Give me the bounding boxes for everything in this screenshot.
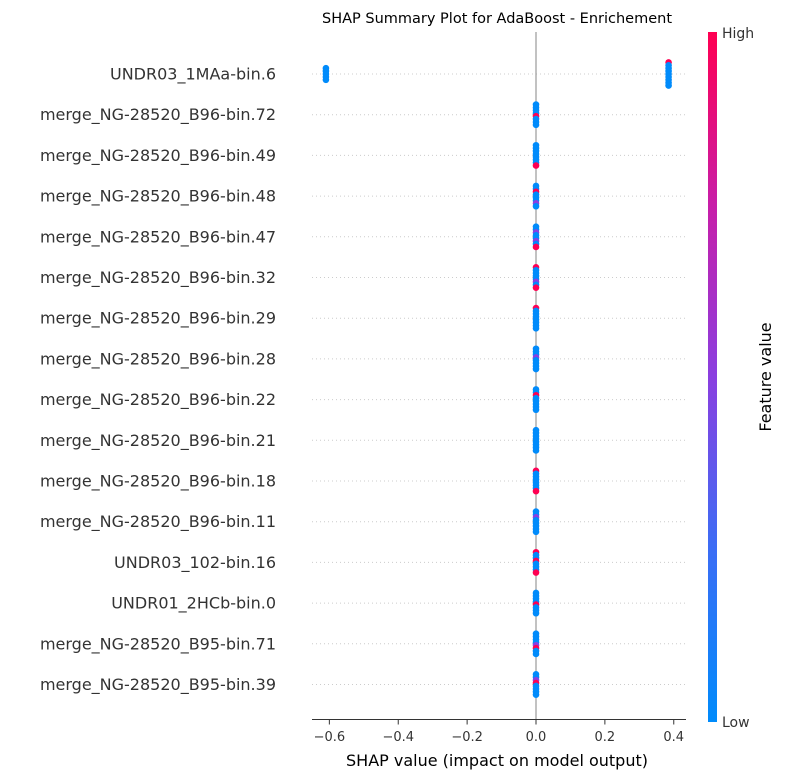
shap-point [532, 691, 540, 698]
row-guides [312, 32, 686, 719]
shap-point [532, 650, 540, 658]
feature-label: merge_NG-28520_B96-bin.32 [40, 268, 276, 288]
shap-point [532, 243, 540, 251]
shap-point [532, 202, 540, 210]
shap-point [532, 284, 540, 291]
feature-label: merge_NG-28520_B96-bin.28 [40, 349, 276, 369]
shap-point [532, 487, 540, 495]
x-tick-label: 0.2 [595, 730, 616, 745]
feature-label: merge_NG-28520_B96-bin.48 [40, 187, 276, 207]
x-tick-label: −0.2 [451, 730, 483, 745]
feature-label: merge_NG-28520_B96-bin.72 [40, 105, 276, 125]
shap-point [532, 406, 540, 414]
shap-point [532, 365, 540, 373]
shap-point [532, 528, 540, 536]
x-tick-label: −0.6 [314, 730, 346, 745]
colorbar-title: Feature value [756, 322, 775, 431]
shap-point [532, 609, 540, 617]
shap-point [322, 76, 330, 84]
x-tick-label: −0.4 [382, 730, 414, 745]
shap-points [322, 59, 672, 698]
feature-label: UNDR01_2HCb-bin.0 [111, 594, 276, 614]
colorbar-high-label: High [722, 26, 754, 42]
colorbar: High Low Feature value [708, 26, 775, 731]
feature-label: merge_NG-28520_B95-bin.39 [40, 675, 276, 695]
x-axis-title: SHAP value (impact on model output) [346, 751, 648, 770]
feature-label: merge_NG-28520_B96-bin.21 [40, 431, 276, 451]
feature-label: merge_NG-28520_B96-bin.11 [40, 512, 276, 532]
shap-point [532, 325, 540, 332]
feature-label: UNDR03_102-bin.16 [114, 553, 276, 573]
shap-point [532, 569, 540, 576]
chart-title: SHAP Summary Plot for AdaBoost - Enriche… [322, 11, 672, 27]
x-tick-label: 0.0 [526, 730, 547, 745]
feature-labels: UNDR03_1MAa-bin.6 merge_NG-28520_B96-bin.… [40, 65, 276, 696]
feature-label: UNDR03_1MAa-bin.6 [110, 65, 276, 85]
feature-label: merge_NG-28520_B96-bin.47 [40, 227, 276, 247]
x-tick-label: 0.4 [663, 730, 684, 745]
shap-point [665, 82, 672, 89]
shap-point [532, 121, 540, 129]
colorbar-low-label: Low [722, 715, 750, 731]
feature-label: merge_NG-28520_B96-bin.29 [40, 309, 276, 329]
feature-label: merge_NG-28520_B96-bin.49 [40, 146, 276, 166]
colorbar-gradient [708, 32, 717, 722]
x-axis: −0.6 −0.4 −0.2 0.0 0.2 0.4 [312, 719, 686, 745]
shap-point [532, 447, 540, 454]
feature-label: merge_NG-28520_B96-bin.18 [40, 472, 276, 492]
feature-label: merge_NG-28520_B96-bin.22 [40, 390, 276, 410]
feature-label: merge_NG-28520_B95-bin.71 [40, 634, 276, 654]
shap-point [532, 162, 540, 169]
